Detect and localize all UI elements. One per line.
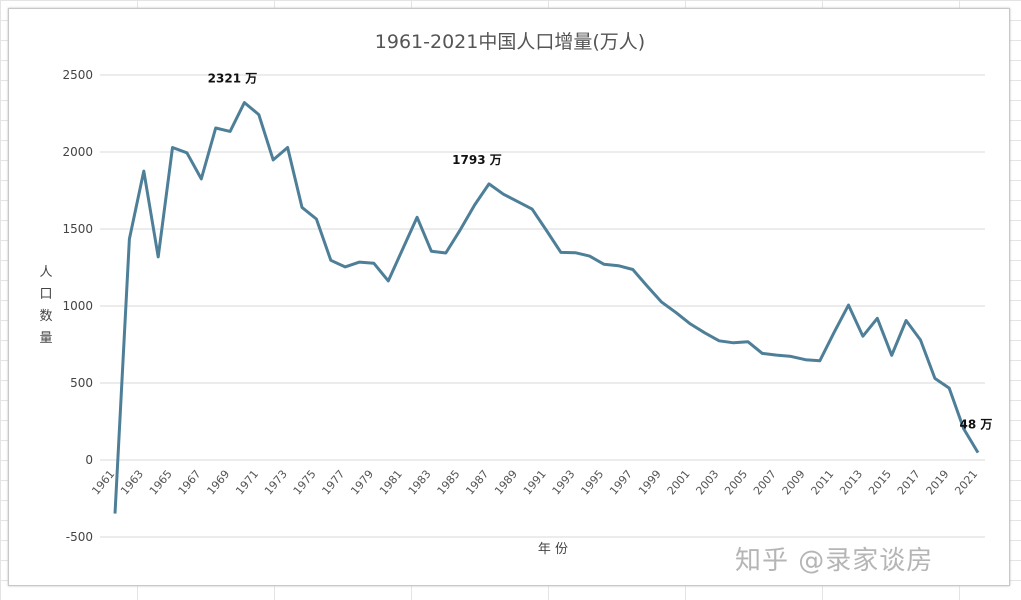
x-tick-label: 1965: [147, 468, 175, 498]
y-tick-label: 2500: [62, 68, 93, 82]
x-tick-label: 2001: [665, 468, 693, 498]
x-tick-label: 1977: [319, 468, 347, 498]
x-tick-label: 1995: [578, 468, 606, 498]
y-tick-label: -500: [66, 530, 93, 544]
chart-container[interactable]: [8, 8, 1010, 586]
x-tick-label: 1983: [406, 468, 434, 498]
chart-title: 1961-2021中国人口增量(万人): [375, 31, 645, 53]
x-tick-label: 1967: [176, 468, 204, 498]
y-tick-label: 1000: [62, 299, 93, 313]
x-tick-label: 2017: [895, 468, 923, 498]
x-tick-label: 2019: [924, 468, 952, 498]
x-axis-label: 年 份: [538, 542, 568, 557]
x-tick-label: 2007: [751, 468, 779, 498]
series-line: [113, 101, 980, 514]
x-tick-label: 1963: [118, 468, 146, 498]
x-tick-label: 1961: [89, 468, 117, 498]
y-tick-label: 1500: [62, 222, 93, 236]
x-tick-label: 1993: [550, 468, 578, 498]
y-tick-label: 500: [70, 376, 93, 390]
x-tick-label: 1997: [607, 468, 635, 498]
x-tick-label: 2011: [809, 468, 837, 498]
x-tick-label: 1969: [204, 468, 232, 498]
data-label: 1793 万: [452, 153, 502, 167]
x-tick-label: 1971: [233, 468, 261, 498]
x-tick-label: 2009: [780, 468, 808, 498]
x-tick-label: 1991: [521, 468, 549, 498]
x-tick-label: 1979: [348, 468, 376, 498]
x-tick-label: 2005: [722, 468, 750, 498]
data-label: 2321 万: [208, 72, 258, 86]
x-tick-label: 1981: [377, 468, 405, 498]
x-tick-label: 2003: [693, 468, 721, 498]
y-axis-label: 人口数量: [39, 265, 53, 346]
x-tick-label: 1987: [463, 468, 491, 498]
y-tick-label: 0: [85, 453, 93, 467]
x-tick-label: 2015: [866, 468, 894, 498]
x-tick-label: 1989: [492, 468, 520, 498]
x-tick-label: 1975: [291, 468, 319, 498]
x-tick-label: 1973: [262, 468, 290, 498]
watermark: 知乎 @录家谈房: [735, 546, 934, 576]
x-tick-label: 1985: [435, 468, 463, 498]
x-tick-label: 2021: [952, 468, 980, 498]
data-label: 48 万: [960, 418, 993, 432]
x-tick-label: 1999: [636, 468, 664, 498]
y-tick-label: 2000: [62, 145, 93, 159]
x-tick-label: 2013: [837, 468, 865, 498]
